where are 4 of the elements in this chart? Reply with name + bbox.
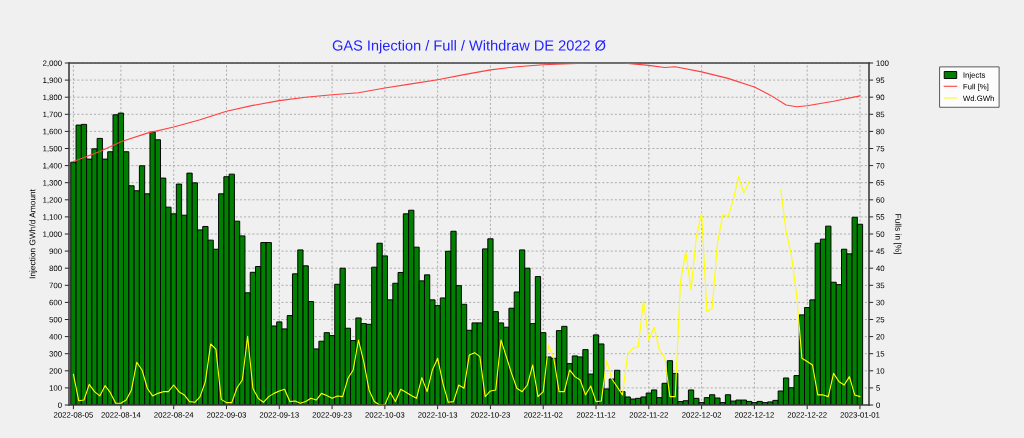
y-axis-title: Injection GWh/d Amount (29, 189, 38, 279)
line-series (72, 63, 861, 163)
chart-title: GAS Injection / Full / Withdraw DE 2022 Ø (332, 39, 606, 54)
y2-axis-title: Fulls in [%] (893, 214, 902, 254)
